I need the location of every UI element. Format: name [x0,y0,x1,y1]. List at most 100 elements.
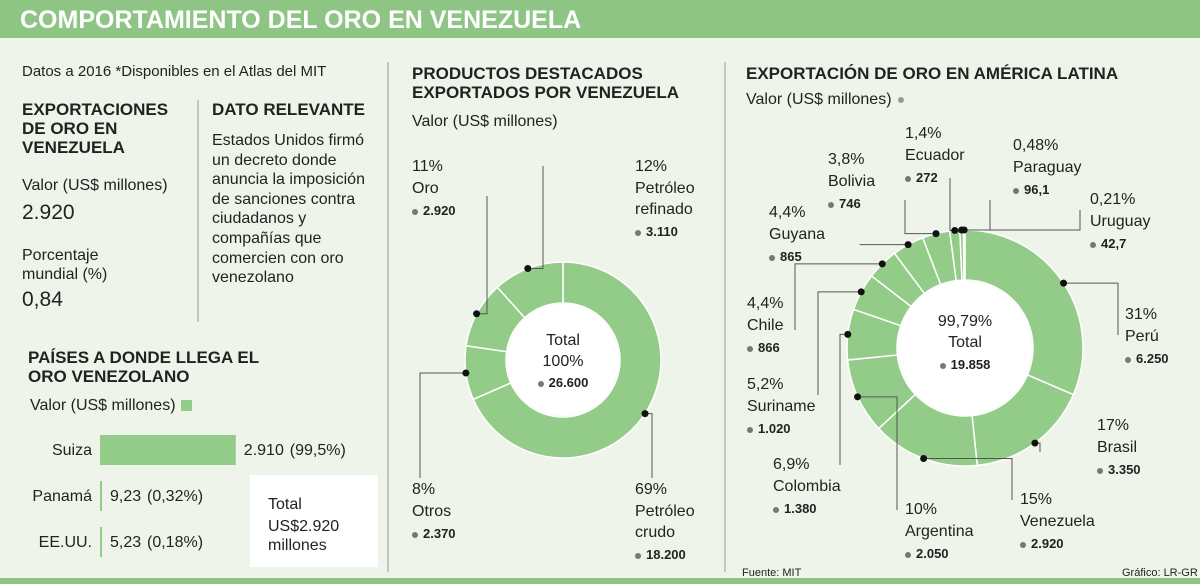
value-label: 2.050 [905,544,949,563]
note: Datos a 2016 *Disponibles en el Atlas de… [22,63,327,80]
center-label: Total [546,332,580,349]
exports-title: EXPORTACIONES DE ORO EN VENEZUELA [22,100,169,157]
donut-segment [496,261,564,319]
value-label: 2.910 [243,442,284,459]
leader-line [527,166,544,270]
share-label: 4,4% [769,204,806,221]
category-label: Paraguay [1013,159,1082,176]
category-label: Petróleo crudo [635,503,695,541]
value-label: 272 [905,168,938,187]
source: Fuente: MIT [742,567,802,579]
value-label: 1.380 [773,499,817,518]
category-label: Suiza [51,442,92,459]
leader-line [961,200,991,231]
leader-dot [951,226,959,234]
share-label: 0,21% [1090,191,1136,208]
highlight-text: Estados Unidos firmó un decreto donde an… [212,132,365,287]
category-label: Bolivia [828,173,876,190]
value-label: 2.370 [412,524,456,543]
leader-line [964,210,1081,231]
center-value-label: 19.858 [905,355,1025,374]
value-label: 2.920 [412,201,456,220]
title: COMPORTAMIENTO DEL ORO EN VENEZUELA [20,6,582,34]
leader-dot [904,241,912,249]
value-label: 866 [747,338,780,357]
share-label: (0,32%) [147,488,204,505]
share-label: 3,8% [828,151,865,168]
value-label: 2.920 [1020,534,1064,553]
leader-line [857,396,898,510]
category-label: Suriname [747,398,816,415]
leader-dot [854,393,862,401]
center-share: 99,79% [937,313,993,330]
donut-segment [964,229,1084,396]
leader-dot [462,369,470,377]
leader-line [949,178,955,231]
leader-dot [920,455,928,463]
bar [100,435,236,465]
chart-subtitle: Valor (US$ millones) [746,90,904,109]
value-label: 5,23 [110,534,142,551]
leader-line [923,458,1013,500]
leader-dot [932,230,940,238]
total-box [250,475,378,567]
chart-title: PAÍSES A DONDE LLEGA EL ORO VENEZOLANO [28,348,259,386]
credit: Gráfico: LR-GR [1122,567,1198,579]
leader-dot [641,410,649,418]
category-label: Uruguay [1090,213,1151,230]
value-label: 1.020 [747,419,791,438]
category-label: Panamá [32,488,92,505]
donut-hole [898,281,1032,415]
share-label: 10% [905,501,938,518]
category-label: Guyana [769,226,826,243]
value-label: 42,7 [1090,234,1126,253]
share-label: 12% [635,158,668,175]
category-label: Colombia [773,478,841,495]
bar [100,481,102,511]
category-label: Ecuador [905,147,965,164]
share-label: 11% [412,158,443,175]
leader-dot [1060,279,1068,287]
total-label: Total [268,496,302,513]
share-label: 4,4% [747,295,784,312]
value-label: 18.200 [635,545,686,564]
share-label: 31% [1125,306,1158,323]
category-label: Brasil [1097,439,1138,456]
chart-subtitle: Valor (US$ millones) [30,396,192,415]
share-label: 17% [1097,417,1130,434]
leader-dot [857,288,865,296]
total-value: US$2.920 millones [268,518,340,554]
chart-title: PRODUCTOS DESTACADOS EXPORTADOS POR VENE… [412,64,679,102]
leader-line [476,196,488,315]
leader-dot [524,265,532,273]
category-label: Chile [747,317,784,334]
share-label: 1,4% [905,125,942,142]
value-label: 9,23 [110,488,142,505]
center-label: Total [948,334,982,351]
share-label: (99,5%) [289,442,346,459]
chart-subtitle: Valor (US$ millones) [412,113,558,130]
leader-line [419,372,466,478]
value-label: 3.350 [1097,460,1141,479]
exports-share-label: Porcentaje mundial (%) [22,247,108,283]
value-label: 96,1 [1013,180,1049,199]
chart-title: EXPORTACIÓN DE ORO EN AMÉRICA LATINA [746,64,1119,83]
leader-line [817,291,862,395]
category-label: Otros [412,503,452,520]
bar [100,527,102,557]
leader-dot [960,226,968,234]
category-label: Petróleo refinado [635,180,695,218]
value-label: 865 [769,247,802,266]
share-label: 0,48% [1013,137,1059,154]
value-label: 6.250 [1125,349,1169,368]
value-label: 3.110 [635,222,678,241]
exports-share: 0,84 [22,288,63,311]
category-label: Argentina [905,523,974,540]
leader-dot [1031,439,1039,447]
header-band [0,0,1200,38]
share-label: 6,9% [773,456,810,473]
center-share: 100% [542,353,584,370]
exports-value: 2.920 [22,201,75,224]
